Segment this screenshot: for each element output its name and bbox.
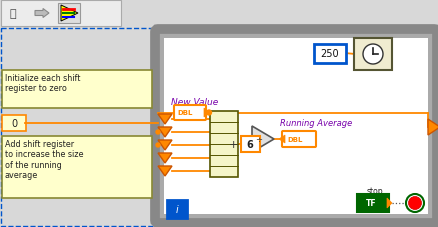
FancyBboxPatch shape xyxy=(2,136,152,198)
FancyBboxPatch shape xyxy=(313,45,345,64)
Text: Running Average: Running Average xyxy=(279,119,351,128)
Text: ÷: ÷ xyxy=(255,135,262,144)
Bar xyxy=(1,29,437,226)
Text: DBL: DBL xyxy=(177,110,192,116)
FancyBboxPatch shape xyxy=(2,116,26,131)
Circle shape xyxy=(155,131,159,134)
FancyBboxPatch shape xyxy=(356,194,388,212)
FancyBboxPatch shape xyxy=(164,39,427,214)
FancyBboxPatch shape xyxy=(166,200,187,218)
Text: i: i xyxy=(175,204,178,214)
Circle shape xyxy=(155,143,159,147)
FancyBboxPatch shape xyxy=(209,111,237,177)
Polygon shape xyxy=(158,114,172,124)
FancyBboxPatch shape xyxy=(2,71,152,109)
FancyBboxPatch shape xyxy=(173,106,205,121)
Circle shape xyxy=(405,194,423,212)
Polygon shape xyxy=(158,153,172,163)
Text: Add shift register
to increase the size
of the running
average: Add shift register to increase the size … xyxy=(5,139,83,179)
Text: +: + xyxy=(228,139,237,149)
Text: New Value: New Value xyxy=(171,98,218,107)
Text: stop: stop xyxy=(366,187,382,196)
FancyBboxPatch shape xyxy=(58,4,80,24)
Text: ✋: ✋ xyxy=(10,9,16,19)
Polygon shape xyxy=(386,198,391,208)
Polygon shape xyxy=(251,126,273,152)
FancyArrow shape xyxy=(35,10,49,18)
FancyBboxPatch shape xyxy=(1,1,121,27)
Text: 0: 0 xyxy=(11,118,17,128)
Polygon shape xyxy=(158,127,172,137)
Text: TF: TF xyxy=(365,199,375,207)
Polygon shape xyxy=(61,6,78,22)
Polygon shape xyxy=(427,119,438,135)
Polygon shape xyxy=(204,109,208,118)
Text: 6: 6 xyxy=(246,139,253,149)
Text: Initialize each shift
register to zero: Initialize each shift register to zero xyxy=(5,74,80,93)
Text: 250: 250 xyxy=(320,49,339,59)
Circle shape xyxy=(362,45,382,65)
Polygon shape xyxy=(279,135,284,143)
Text: DBL: DBL xyxy=(286,136,302,142)
Circle shape xyxy=(408,197,420,210)
Polygon shape xyxy=(158,166,172,176)
Circle shape xyxy=(206,111,211,116)
Polygon shape xyxy=(158,140,172,150)
FancyBboxPatch shape xyxy=(155,30,436,223)
FancyBboxPatch shape xyxy=(240,136,259,152)
FancyBboxPatch shape xyxy=(281,131,315,147)
FancyBboxPatch shape xyxy=(353,39,391,71)
